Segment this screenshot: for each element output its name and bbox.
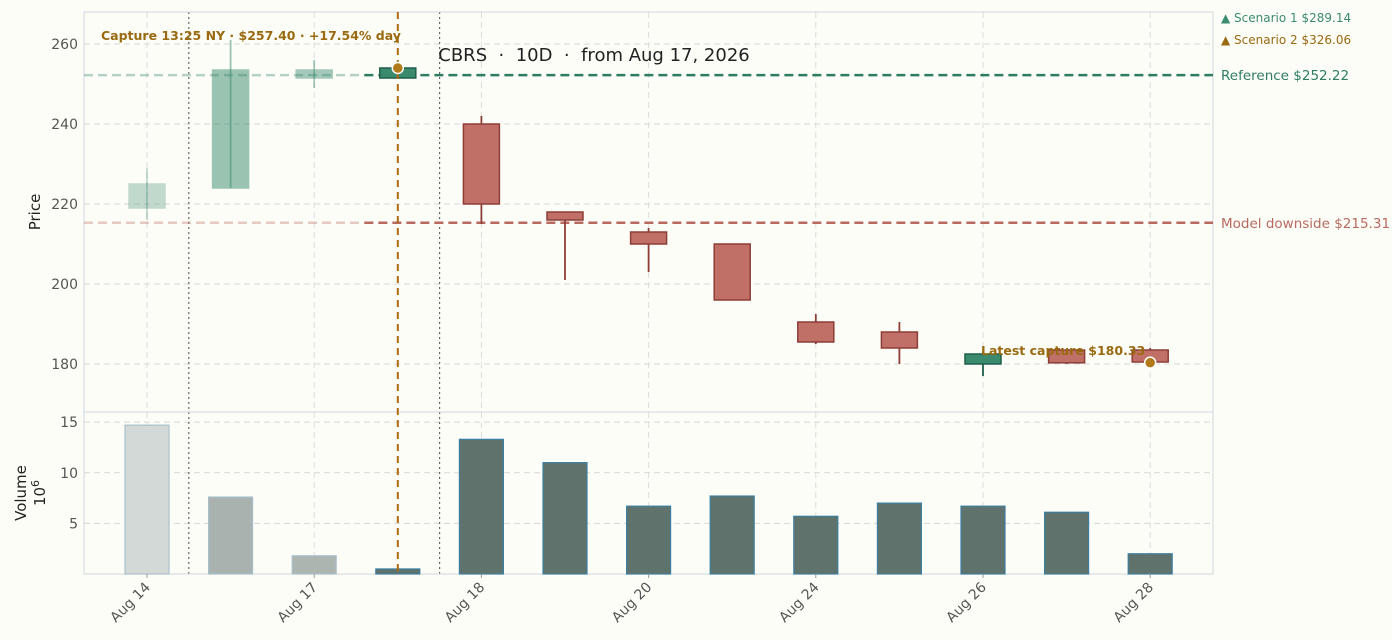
chart-title: CBRS · 10D · from Aug 17, 2026 <box>438 45 749 66</box>
price-tick-label: 180 <box>51 357 78 373</box>
price-tick-label: 200 <box>51 277 78 293</box>
volume-bar <box>793 515 839 575</box>
volume-bar <box>1127 553 1173 575</box>
x-tick-label: Aug 20 <box>609 580 655 626</box>
x-tick-label: Aug 24 <box>776 579 822 625</box>
candle-body <box>128 183 166 209</box>
price-axis-title: Price <box>26 194 44 231</box>
reference-label: Reference $252.22 <box>1221 68 1349 84</box>
x-tick-label: Aug 17 <box>275 580 321 626</box>
volume-unit-exponent: 6 <box>29 480 42 487</box>
latest-capture-marker <box>1143 356 1157 369</box>
scenario-label: ▲ Scenario 1 $289.14 <box>1221 11 1351 25</box>
grid-lines <box>84 12 1213 574</box>
candle-body <box>546 211 584 221</box>
volume-unit-base: 10 <box>31 487 49 506</box>
candle-body <box>880 331 919 349</box>
volume-bar <box>709 495 755 575</box>
volume-tick-label: 10 <box>60 466 78 482</box>
volume-tick-label: 15 <box>60 415 78 431</box>
price-tick-label: 240 <box>51 117 78 133</box>
volume-axis-title: Volume <box>12 465 30 521</box>
volume-bar <box>1043 511 1090 575</box>
volume-bar <box>625 505 672 575</box>
candle-body <box>964 353 1002 365</box>
candle-body <box>462 123 501 205</box>
candle-body <box>211 69 250 189</box>
annotations <box>391 12 1157 574</box>
x-tick-label: Aug 18 <box>442 580 488 626</box>
price-tick-label: 220 <box>51 197 78 213</box>
volume-tick-label: 5 <box>69 516 78 532</box>
volume-bar <box>291 555 337 575</box>
x-tick-label: Aug 26 <box>943 579 989 625</box>
candle-body <box>295 69 333 79</box>
price-tick-label: 260 <box>51 37 78 53</box>
volume-bar <box>208 496 254 575</box>
volume-bar <box>542 462 588 575</box>
volume-bar <box>124 424 170 575</box>
volume-bar <box>458 438 504 575</box>
capture-marker <box>391 61 405 75</box>
latest-capture-note: Latest capture $180.33 <box>981 343 1145 358</box>
capture-note: Capture 13:25 NY · $257.40 · +17.54% day <box>101 28 401 43</box>
volume-axis-unit: 106 <box>29 480 49 506</box>
volume-bars <box>124 424 1173 575</box>
x-tick-label: Aug 14 <box>107 579 153 625</box>
candle-body <box>797 321 835 343</box>
candle-body <box>629 231 668 245</box>
candle-body <box>713 243 751 301</box>
candle-body <box>1047 349 1086 364</box>
model-downside-label: Model downside $215.31 <box>1221 216 1390 232</box>
volume-bar <box>876 502 923 575</box>
volume-bar <box>960 505 1006 575</box>
scenario-label: ▲ Scenario 2 $326.06 <box>1221 33 1351 47</box>
x-tick-label: Aug 28 <box>1111 580 1157 626</box>
